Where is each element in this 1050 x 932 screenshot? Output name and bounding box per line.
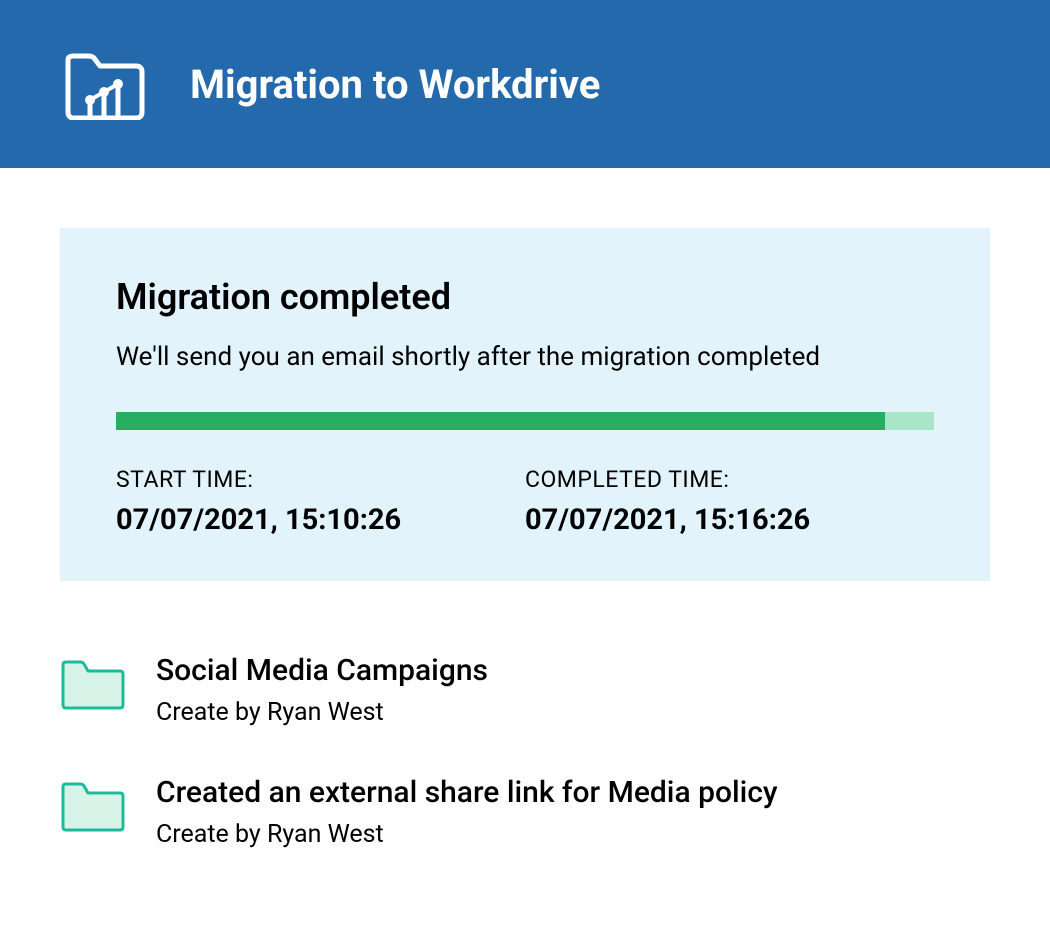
times-row: START TIME: 07/07/2021, 15:10:26 COMPLET… xyxy=(116,466,934,537)
list-item[interactable]: Created an external share link for Media… xyxy=(60,775,990,849)
list-item[interactable]: Social Media Campaigns Create by Ryan We… xyxy=(60,653,990,727)
progress-fill xyxy=(116,412,885,430)
folder-icon xyxy=(60,779,126,833)
page-title: Migration to Workdrive xyxy=(190,61,600,108)
migration-folder-icon xyxy=(60,48,150,120)
folder-icon xyxy=(60,657,126,711)
migration-status-card: Migration completed We'll send you an em… xyxy=(60,228,990,581)
completed-time-label: COMPLETED TIME: xyxy=(525,466,934,493)
item-text: Social Media Campaigns Create by Ryan We… xyxy=(156,653,488,727)
completed-time-block: COMPLETED TIME: 07/07/2021, 15:16:26 xyxy=(525,466,934,537)
start-time-block: START TIME: 07/07/2021, 15:10:26 xyxy=(116,466,525,537)
start-time-label: START TIME: xyxy=(116,466,525,493)
main-content: Migration completed We'll send you an em… xyxy=(0,168,1050,909)
item-text: Created an external share link for Media… xyxy=(156,775,778,849)
item-title: Created an external share link for Media… xyxy=(156,775,778,810)
progress-bar xyxy=(116,412,934,430)
item-title: Social Media Campaigns xyxy=(156,653,488,688)
page-header: Migration to Workdrive xyxy=(0,0,1050,168)
start-time-value: 07/07/2021, 15:10:26 xyxy=(116,503,525,537)
item-meta: Create by Ryan West xyxy=(156,698,488,727)
items-list: Social Media Campaigns Create by Ryan We… xyxy=(60,653,990,849)
item-meta: Create by Ryan West xyxy=(156,820,778,849)
status-subtitle: We'll send you an email shortly after th… xyxy=(116,342,934,372)
status-title: Migration completed xyxy=(116,276,934,318)
completed-time-value: 07/07/2021, 15:16:26 xyxy=(525,503,934,537)
